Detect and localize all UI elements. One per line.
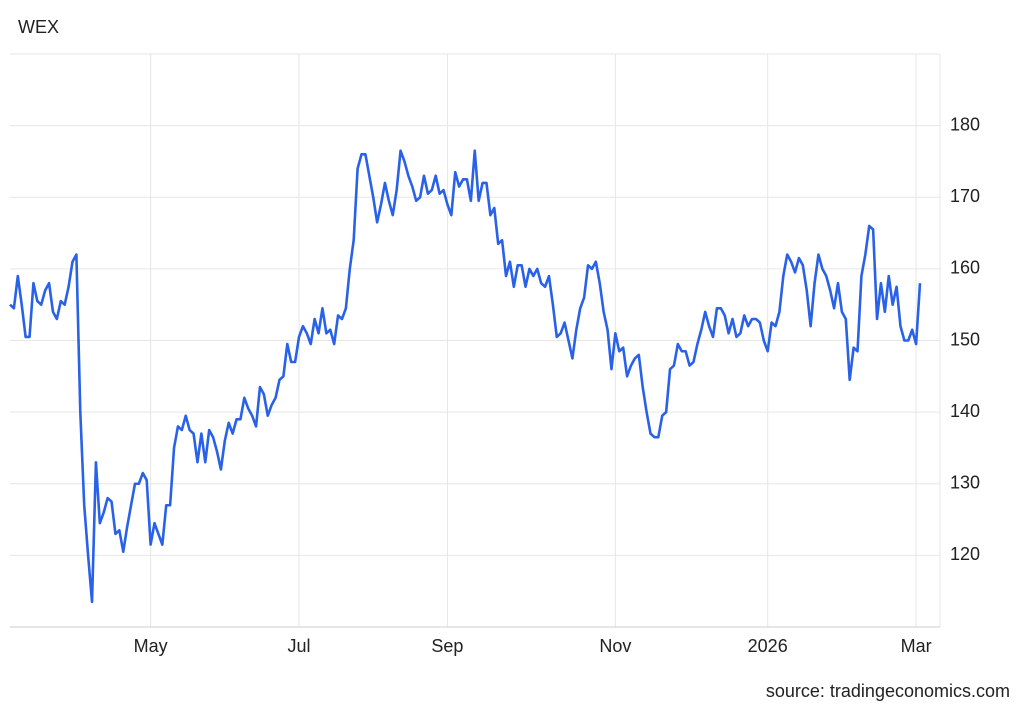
y-tick-label: 130 [950,473,980,493]
y-tick-label: 180 [950,114,980,134]
x-tick-label: Mar [901,636,932,656]
y-tick-label: 170 [950,186,980,206]
y-tick-label: 120 [950,544,980,564]
y-tick-label: 160 [950,258,980,278]
y-tick-label: 150 [950,329,980,349]
source: source: tradingeconomics.com [766,681,1010,701]
price-line [9,149,922,604]
y-tick-label: 140 [950,401,980,421]
x-tick-label: Jul [288,636,311,656]
x-tick-label: May [134,636,168,656]
x-tick-label: Sep [431,636,463,656]
x-tick-label: 2026 [748,636,788,656]
chart-title: WEX [18,17,59,37]
x-tick-label: Nov [599,636,631,656]
